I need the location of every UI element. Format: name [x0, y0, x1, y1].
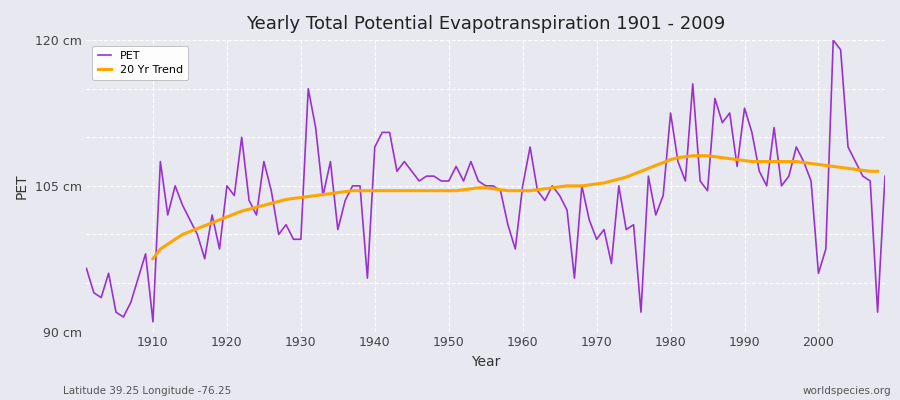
Title: Yearly Total Potential Evapotranspiration 1901 - 2009: Yearly Total Potential Evapotranspiratio…	[246, 15, 725, 33]
PET	[525, 144, 535, 149]
Line: PET: PET	[86, 40, 885, 322]
20 Yr Trend	[148, 256, 158, 261]
20 Yr Trend	[340, 189, 351, 194]
Line: 20 Yr Trend: 20 Yr Trend	[153, 156, 878, 259]
20 Yr Trend	[724, 156, 735, 161]
20 Yr Trend	[369, 188, 380, 193]
20 Yr Trend	[510, 188, 521, 193]
Legend: PET, 20 Yr Trend: PET, 20 Yr Trend	[92, 46, 188, 80]
PET	[828, 38, 839, 42]
PET	[81, 266, 92, 271]
PET	[355, 184, 365, 188]
PET	[310, 125, 321, 130]
X-axis label: Year: Year	[471, 355, 500, 369]
Text: Latitude 39.25 Longitude -76.25: Latitude 39.25 Longitude -76.25	[63, 386, 231, 396]
20 Yr Trend	[872, 169, 883, 174]
PET	[148, 320, 158, 324]
20 Yr Trend	[532, 187, 543, 192]
PET	[614, 184, 625, 188]
PET	[518, 184, 528, 188]
PET	[140, 252, 151, 256]
PET	[879, 174, 890, 178]
20 Yr Trend	[688, 153, 698, 158]
Text: worldspecies.org: worldspecies.org	[803, 386, 891, 396]
20 Yr Trend	[318, 192, 328, 197]
Y-axis label: PET: PET	[15, 173, 29, 199]
